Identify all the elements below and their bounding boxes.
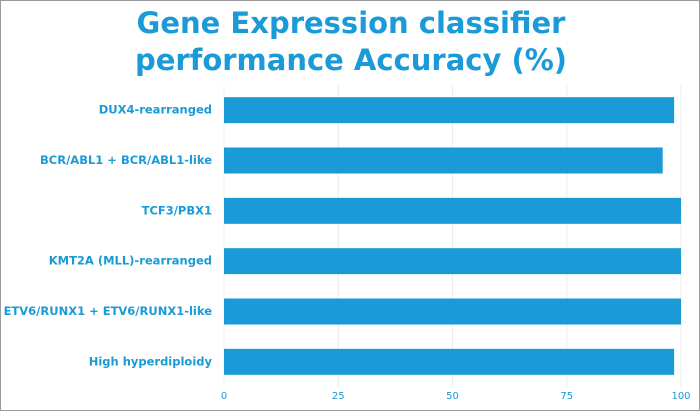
chart-title: Gene Expression classifier performance A…: [134, 6, 568, 77]
x-tick-label: 75: [560, 391, 573, 402]
y-tick-label: KMT2A (MLL)-rearranged: [49, 254, 212, 268]
y-tick-label: ETV6/RUNX1 + ETV6/RUNX1-like: [4, 304, 213, 318]
y-tick-label: DUX4-rearranged: [99, 103, 212, 117]
x-tick-label: 25: [332, 391, 345, 402]
x-tick-label: 100: [671, 391, 690, 402]
y-tick-label: TCF3/PBX1: [142, 203, 212, 217]
bar: [224, 348, 675, 375]
x-tick-label: 50: [446, 391, 459, 402]
y-tick-label: High hyperdiploidy: [89, 354, 213, 368]
bar: [224, 298, 681, 325]
bar: [224, 248, 681, 275]
x-tick-label: 0: [221, 391, 227, 402]
bar: [224, 147, 663, 174]
y-tick-label: BCR/ABL1 + BCR/ABL1-like: [40, 153, 212, 167]
bar: [224, 197, 681, 224]
bar: [224, 97, 675, 124]
